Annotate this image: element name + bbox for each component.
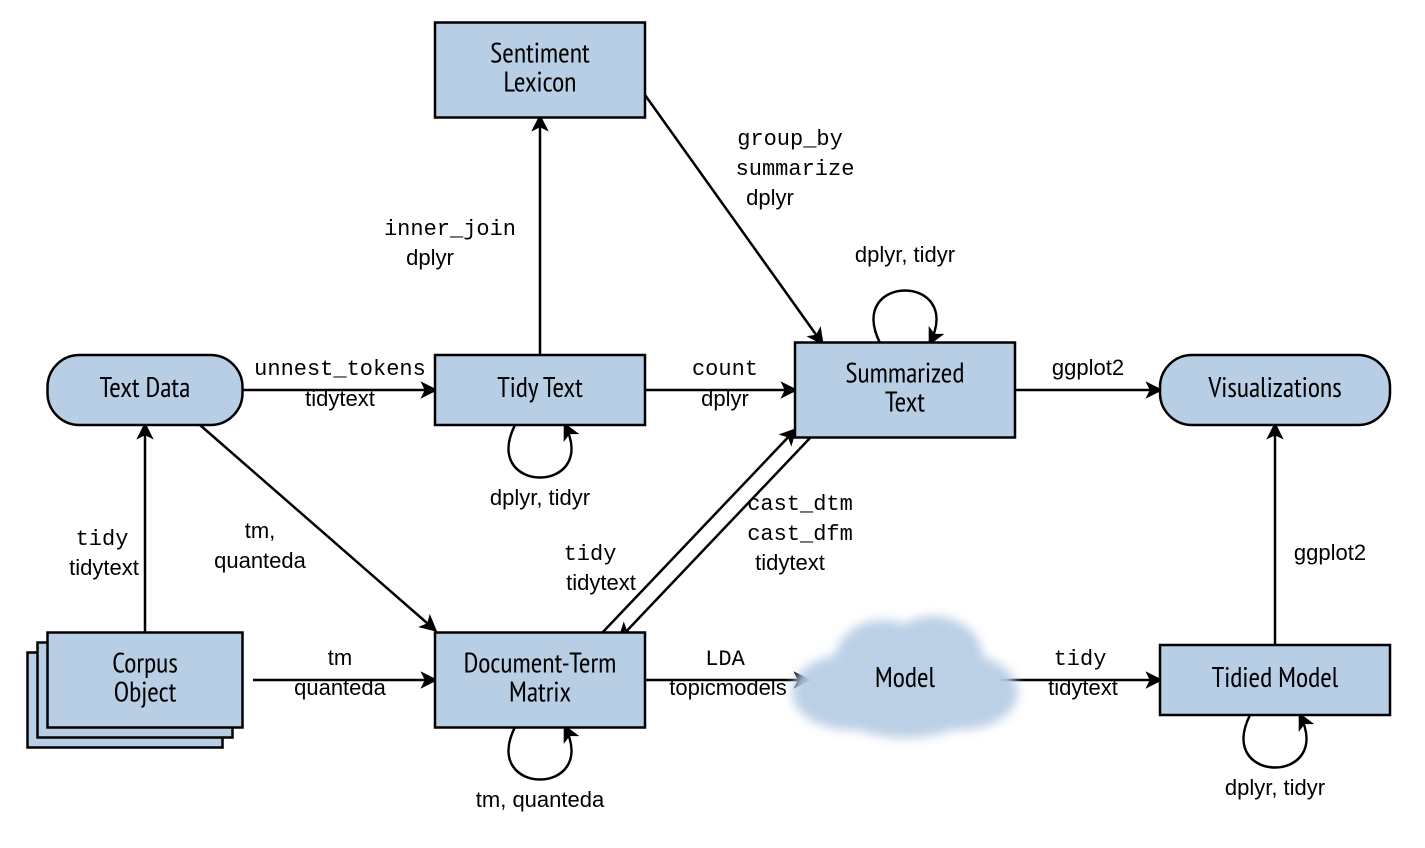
node-text_data: Text Data bbox=[48, 355, 243, 425]
node-summarized: SummarizedText bbox=[795, 343, 1015, 438]
edge-label-model-to-tidied-0: tidy bbox=[1054, 647, 1107, 672]
edge-label-textdata-to-tidy-0: unnest_tokens bbox=[254, 357, 426, 382]
node-label-model: Model bbox=[875, 658, 936, 695]
edge-tidy-selfloop bbox=[509, 425, 572, 478]
edge-label-dtm-to-summarized-0: tidy bbox=[564, 542, 617, 567]
edge-label-summarized-to-dtm-1: cast_dfm bbox=[747, 522, 853, 547]
edge-label-sentiment-to-summarized-1: summarize bbox=[736, 157, 855, 182]
node-tidied_model: Tidied Model bbox=[1160, 645, 1390, 715]
edge-label-dtm-to-model-0: LDA bbox=[705, 647, 745, 672]
node-label-text_data: Text Data bbox=[100, 368, 191, 405]
edge-label-tidy-to-summarized-0: count bbox=[692, 357, 758, 382]
edge-label-tidied-to-vis-0: ggplot2 bbox=[1294, 540, 1366, 565]
edge-label-tidy-selfloop-0: dplyr, tidyr bbox=[490, 485, 590, 510]
edge-label-model-to-tidied-1: tidytext bbox=[1048, 675, 1118, 700]
edge-label-summarized-to-dtm-2: tidytext bbox=[755, 550, 825, 575]
edge-label-corpus-to-dtm-0: tm bbox=[328, 645, 352, 670]
edge-label-tidy-to-sentiment-0: inner_join bbox=[384, 217, 516, 242]
edge-label-dtm-selfloop-0: tm, quanteda bbox=[476, 787, 605, 812]
node-label-tidy_text: Tidy Text bbox=[497, 368, 583, 405]
node-label-sentiment: SentimentLexicon bbox=[490, 33, 590, 99]
edge-tidied-selfloop bbox=[1244, 715, 1307, 768]
node-dtm: Document-TermMatrix bbox=[435, 633, 645, 728]
edge-label-corpus-to-textdata-0: tidy bbox=[76, 527, 129, 552]
edge-summarized-selfloop bbox=[874, 291, 937, 344]
edge-label-summarized-to-dtm-0: cast_dtm bbox=[747, 492, 853, 517]
edge-dtm-selfloop bbox=[509, 727, 572, 780]
flowchart-diagram: tidy tidytext unnest_tokens tidytext inner_j… bbox=[0, 0, 1425, 848]
edge-label-dtm-to-model-1: topicmodels bbox=[669, 675, 786, 700]
edge-label-dtm-to-summarized-1: tidytext bbox=[566, 570, 636, 595]
node-tidy_text: Tidy Text bbox=[435, 355, 645, 425]
node-corpus: CorpusObject bbox=[28, 633, 243, 748]
edge-label-tidied-selfloop-0: dplyr, tidyr bbox=[1225, 775, 1325, 800]
edge-label-textdata-to-dtm-1: quanteda bbox=[214, 548, 307, 573]
edge-label-corpus-to-textdata-1: tidytext bbox=[69, 555, 139, 580]
edge-label-textdata-to-dtm-0: tm, bbox=[245, 518, 276, 543]
node-label-corpus: CorpusObject bbox=[112, 643, 178, 709]
node-label-tidied_model: Tidied Model bbox=[1212, 658, 1339, 695]
edge-textdata-to-dtm bbox=[200, 425, 435, 630]
edge-label-summarized-to-vis-0: ggplot2 bbox=[1052, 355, 1124, 380]
edge-label-tidy-to-summarized-1: dplyr bbox=[701, 386, 749, 411]
edge-label-textdata-to-tidy-1: tidytext bbox=[305, 386, 375, 411]
edge-label-corpus-to-dtm-1: quanteda bbox=[294, 675, 387, 700]
edge-label-summarized-selfloop-0: dplyr, tidyr bbox=[855, 242, 955, 267]
edge-label-tidy-to-sentiment-1: dplyr bbox=[406, 245, 454, 270]
node-sentiment: SentimentLexicon bbox=[435, 23, 645, 118]
nodes-layer: Text Data CorpusObject SentimentLexicon Tid… bbox=[28, 23, 1391, 748]
edge-label-sentiment-to-summarized-2: dplyr bbox=[746, 185, 794, 210]
node-visualizations: Visualizations bbox=[1160, 355, 1390, 425]
edge-label-sentiment-to-summarized-0: group_by bbox=[737, 127, 843, 152]
node-label-visualizations: Visualizations bbox=[1207, 368, 1341, 405]
node-model: Model bbox=[792, 616, 1018, 738]
